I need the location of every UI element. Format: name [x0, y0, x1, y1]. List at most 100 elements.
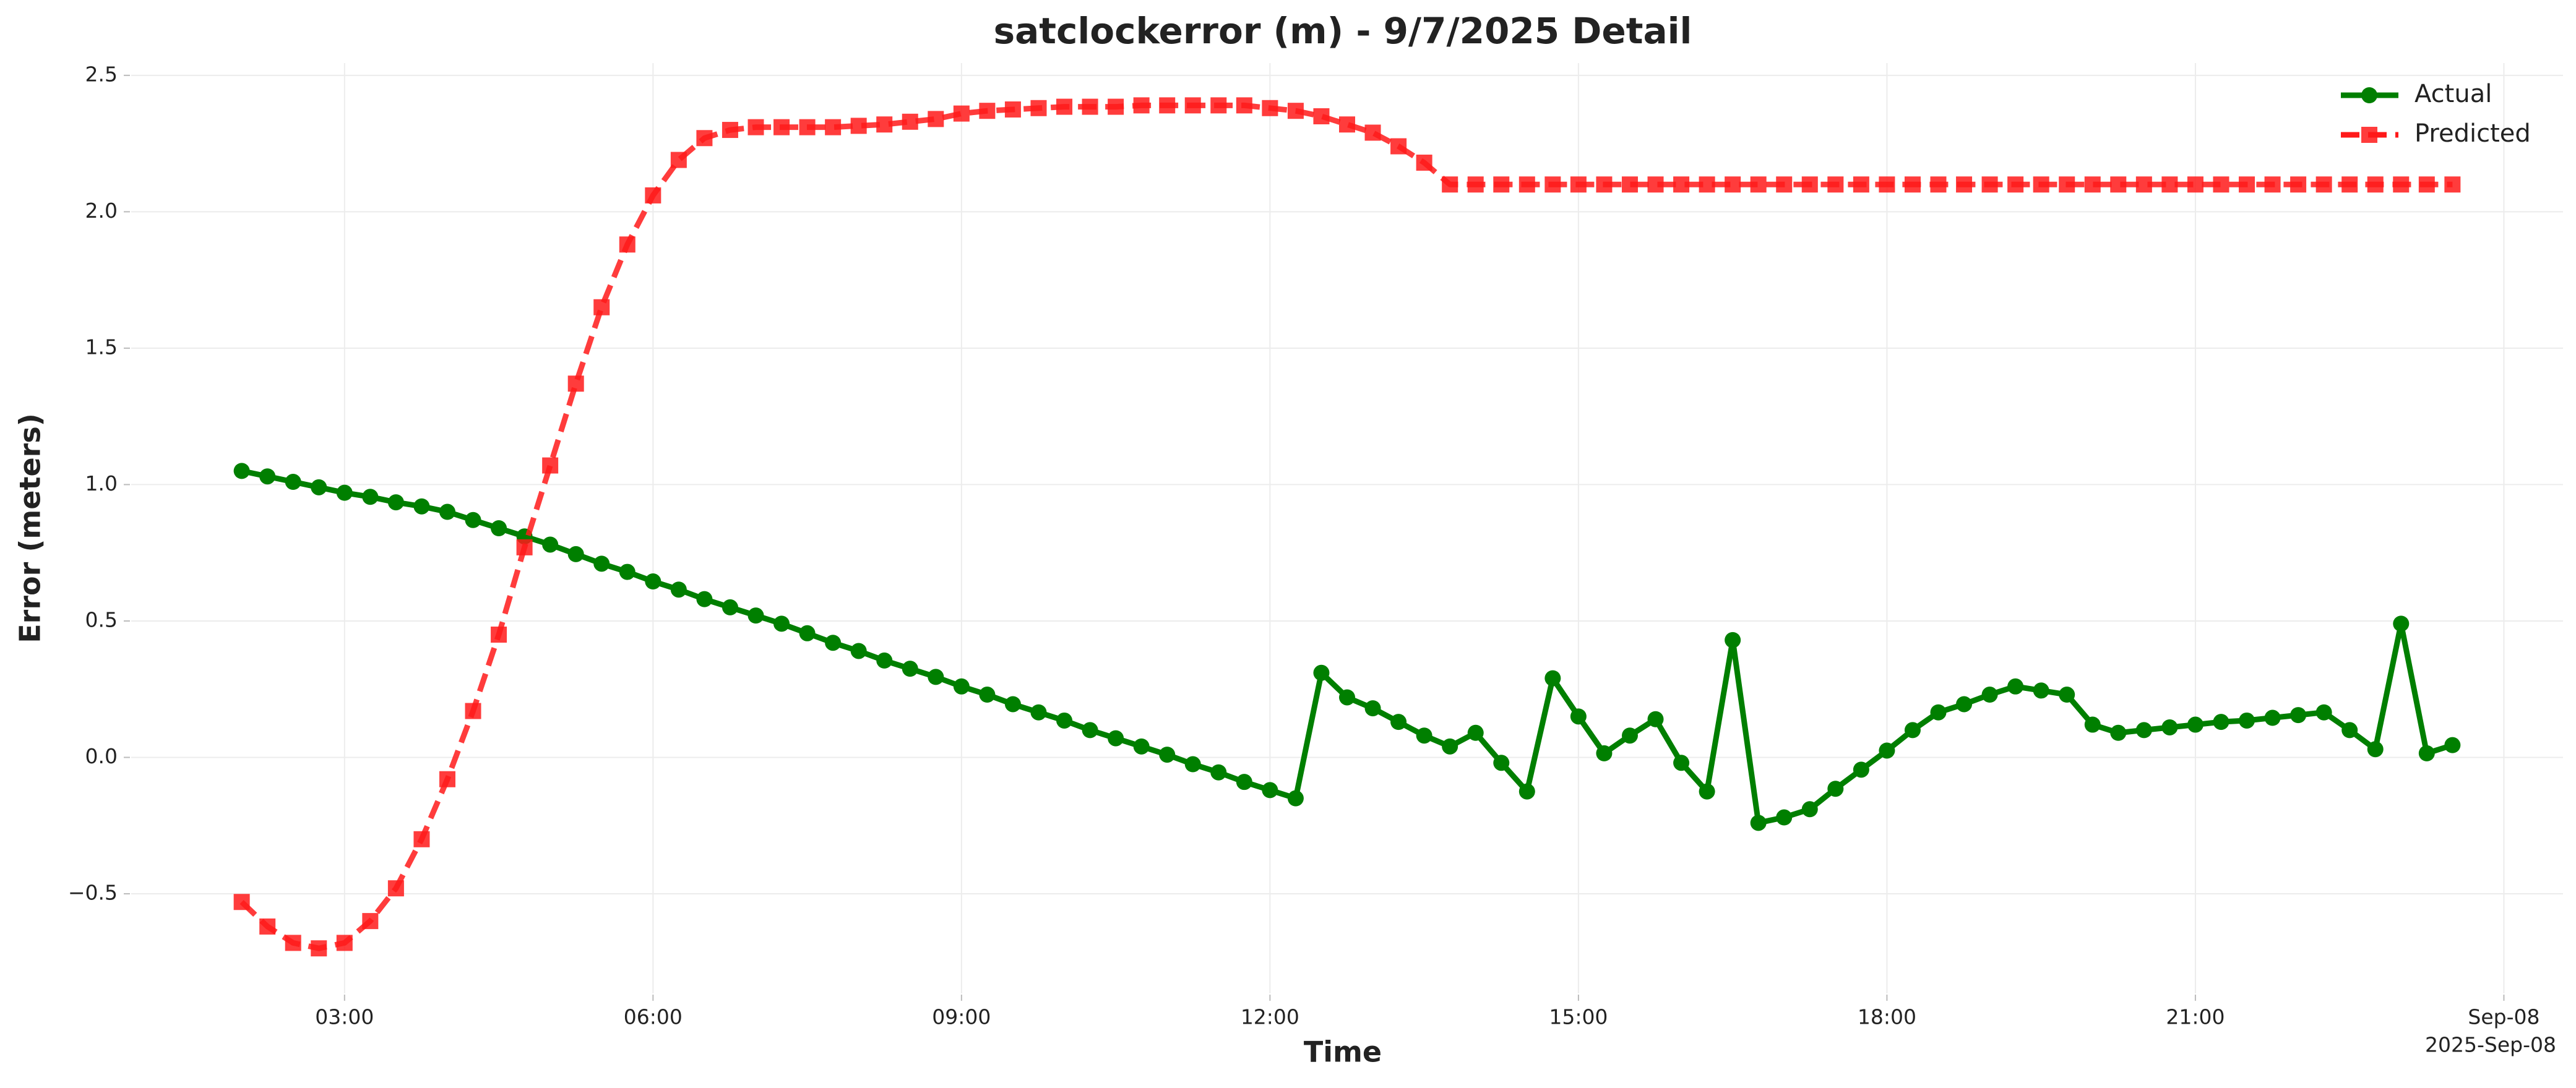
data-point [1262, 100, 1278, 116]
data-point [2393, 615, 2410, 632]
data-point [1518, 783, 1535, 800]
data-point [825, 119, 842, 135]
data-point [619, 563, 635, 580]
data-point [2264, 709, 2281, 726]
data-point [1159, 97, 1176, 114]
data-point [2059, 176, 2075, 193]
x-offset-label: 2025-Sep-08 [2425, 1033, 2556, 1057]
data-point [1699, 783, 1715, 800]
data-point [1133, 97, 1150, 114]
data-point [1725, 632, 1741, 648]
data-point [1827, 781, 1844, 797]
data-point [2341, 176, 2358, 193]
data-point [2161, 719, 2178, 735]
data-point [876, 652, 893, 669]
series [233, 463, 2461, 831]
x-tick-label: 15:00 [1549, 1005, 1608, 1029]
data-point [825, 635, 842, 651]
data-point [1904, 176, 1921, 193]
data-point [2290, 707, 2307, 724]
data-point [567, 375, 584, 392]
y-tick-label: 1.0 [85, 471, 118, 495]
data-point [2187, 176, 2203, 193]
data-point [1082, 722, 1098, 739]
legend: Actual Predicted [2341, 80, 2531, 148]
data-point [2239, 176, 2255, 193]
data-point [1544, 176, 1561, 193]
data-point [593, 555, 610, 572]
data-point [387, 880, 404, 897]
data-point [233, 894, 250, 910]
data-point [285, 935, 301, 951]
data-point [2033, 682, 2049, 699]
data-point [1904, 722, 1921, 739]
data-point [1364, 124, 1381, 141]
data-point [1108, 98, 1124, 115]
data-point [336, 484, 353, 501]
data-point [1364, 700, 1381, 717]
data-point [593, 299, 610, 315]
data-point [1467, 724, 1484, 741]
data-point [2213, 176, 2229, 193]
data-point [1287, 790, 1304, 807]
data-point [1699, 176, 1715, 193]
data-point [979, 103, 996, 119]
data-point [1879, 176, 1895, 193]
data-point [1930, 176, 1947, 193]
data-point [1133, 738, 1150, 755]
data-point [1442, 738, 1458, 755]
data-point [1981, 176, 1998, 193]
legend-marker [2361, 87, 2377, 103]
data-point [2007, 176, 2024, 193]
data-point [1853, 761, 1869, 778]
data-point [2059, 687, 2075, 703]
data-point [2393, 176, 2410, 193]
data-point [2213, 714, 2229, 730]
data-point [1313, 108, 1330, 125]
data-point [2135, 176, 2152, 193]
data-point [1673, 755, 1690, 771]
data-point [1853, 176, 1869, 193]
data-point [799, 119, 816, 135]
series-line [239, 102, 2453, 951]
chart-title: satclockerror (m) - 9/7/2025 Detail [994, 10, 1692, 52]
data-point [979, 687, 996, 703]
data-point [2290, 176, 2307, 193]
data-point [799, 625, 816, 641]
grid [131, 63, 2563, 993]
data-point [722, 122, 738, 139]
data-point [2084, 716, 2101, 733]
legend-marker [2361, 127, 2377, 143]
data-point [1493, 176, 1510, 193]
data-point [696, 591, 713, 607]
data-point [1647, 176, 1664, 193]
data-point [953, 678, 970, 695]
data-point [1313, 664, 1330, 681]
data-point [902, 661, 918, 677]
data-point [670, 581, 687, 598]
data-point [2315, 176, 2332, 193]
data-point [645, 573, 661, 590]
data-point [362, 913, 379, 930]
data-point [1801, 176, 1818, 193]
data-point [1210, 764, 1227, 781]
data-point [233, 463, 250, 479]
data-point [1236, 774, 1252, 790]
data-point [1287, 103, 1304, 119]
data-point [2110, 176, 2127, 193]
data-point [1801, 801, 1818, 818]
data-point [1621, 176, 1638, 193]
data-point [311, 940, 327, 957]
data-point [1750, 815, 1767, 831]
data-point [2367, 741, 2384, 758]
data-point [850, 118, 867, 134]
data-point [1159, 747, 1176, 763]
data-point [542, 536, 559, 553]
data-point [2187, 716, 2203, 733]
data-point [953, 105, 970, 122]
data-point [876, 116, 893, 133]
data-point [387, 494, 404, 511]
data-point [413, 498, 430, 515]
data-point [2033, 176, 2049, 193]
data-point [1262, 782, 1278, 799]
